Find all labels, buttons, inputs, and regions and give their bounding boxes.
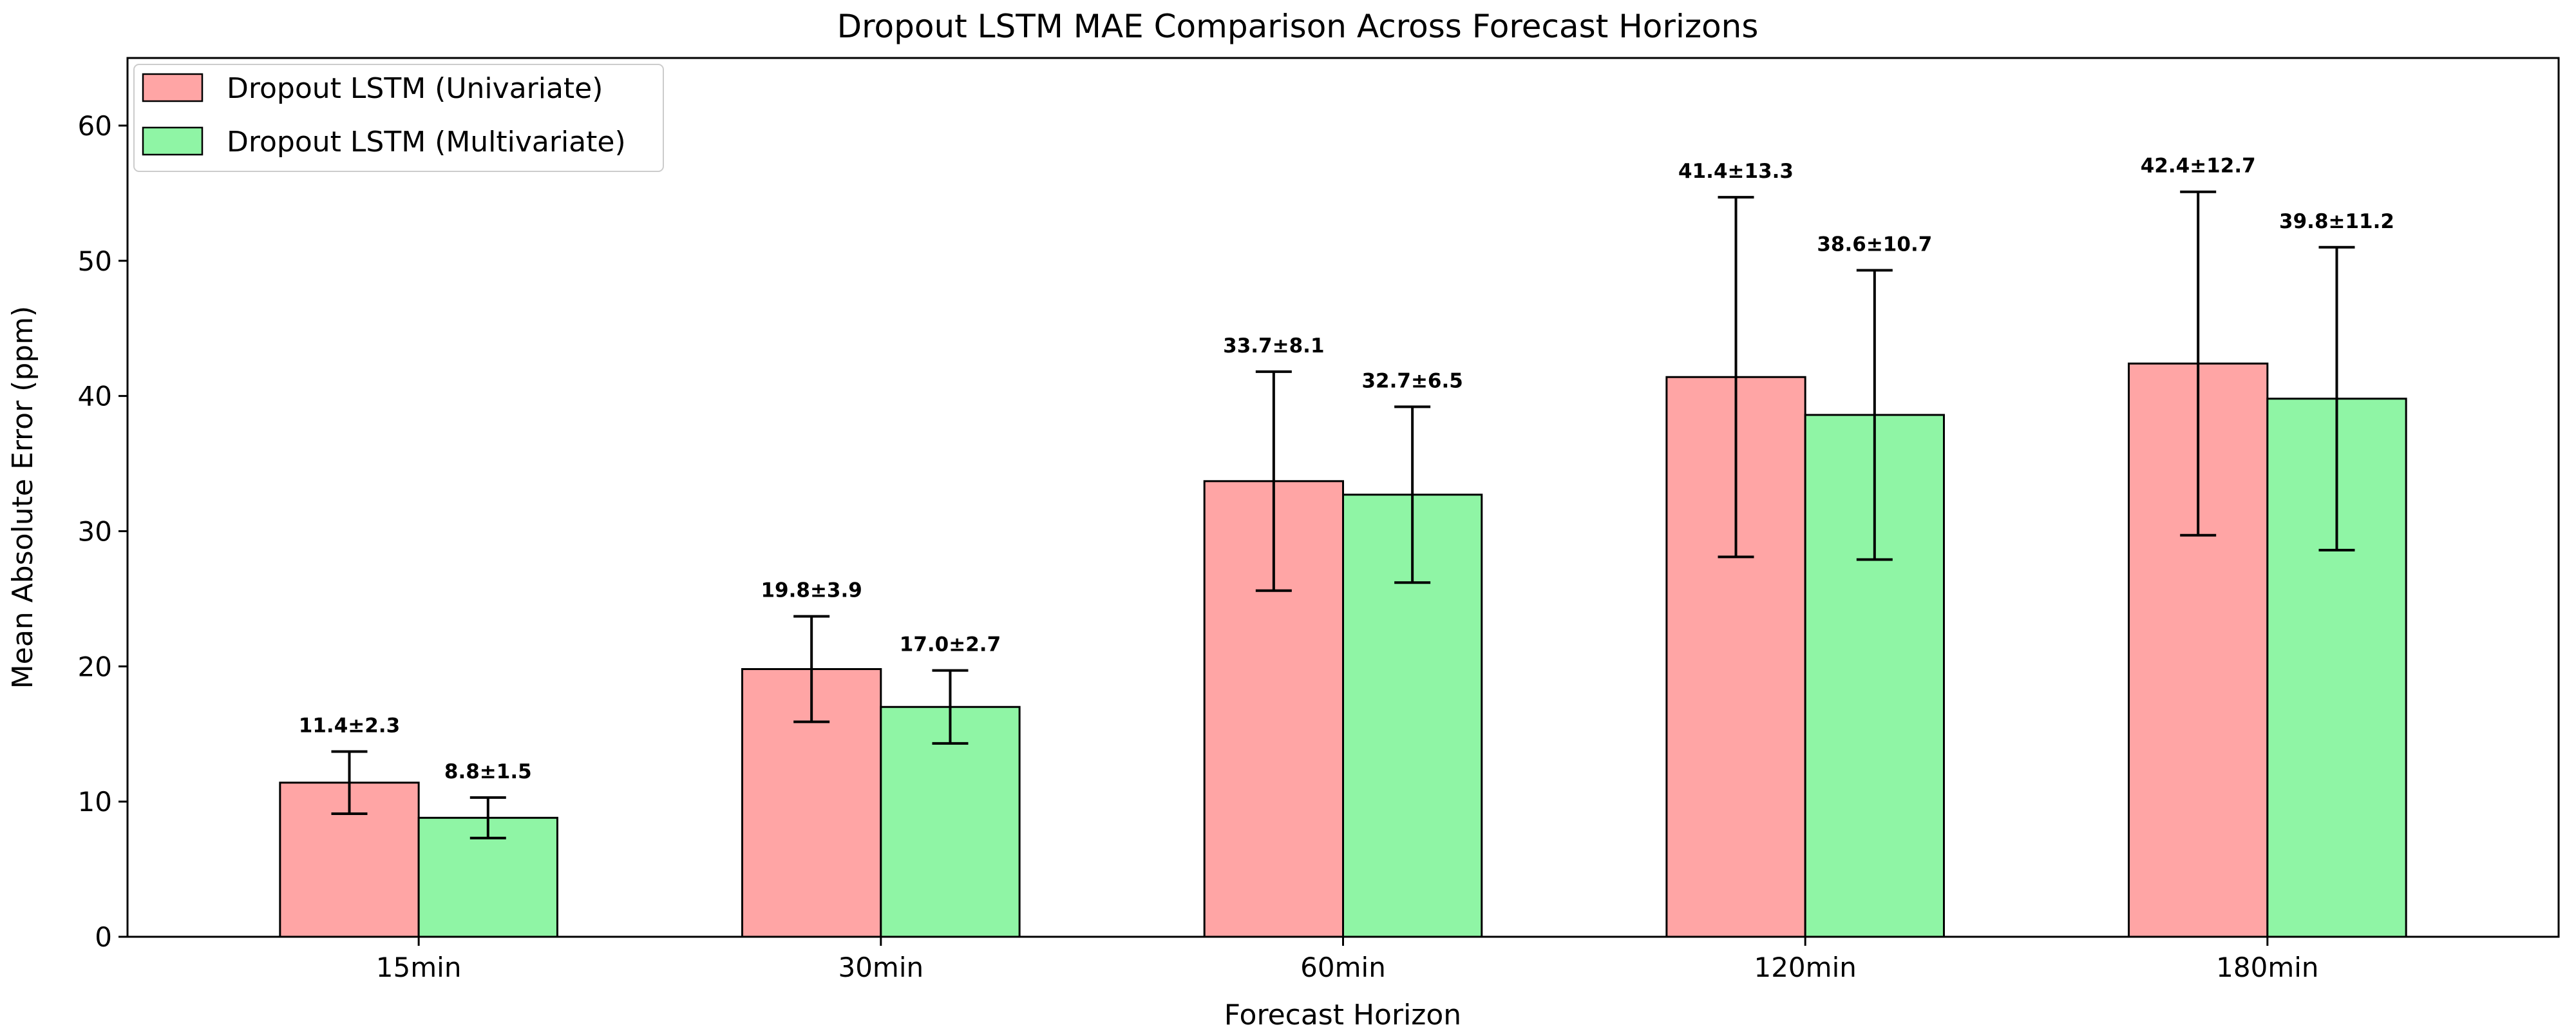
legend-swatch-univariate [142, 73, 204, 102]
y-tick-label: 60 [78, 110, 112, 142]
bars [279, 362, 2407, 938]
data-label: 8.8±1.5 [444, 760, 532, 783]
x-tick-label: 30min [838, 952, 923, 983]
y-axis-label: Mean Absolute Error (ppm) [6, 306, 39, 689]
legend-frame [133, 64, 664, 172]
y-tick-label: 30 [78, 515, 112, 547]
legend-swatch-multivariate [142, 126, 204, 156]
error-bars [331, 190, 2355, 839]
data-labels: 11.4±2.3 8.8±1.5 19.8±3.9 17.0±2.7 33.7±8.1 3… [299, 155, 2394, 783]
legend-label-multivariate: Dropout LSTM (Multivariate) [227, 126, 626, 158]
data-label: 11.4±2.3 [299, 715, 400, 738]
x-tick-label: 15min [376, 952, 462, 983]
data-label: 33.7±8.1 [1223, 334, 1324, 358]
x-axis: 15min 30min 60min 120min 180min [376, 937, 2319, 983]
y-tick-label: 20 [78, 651, 112, 682]
data-label: 32.7±6.5 [1361, 369, 1463, 392]
legend: Dropout LSTM (Univariate) Dropout LSTM (… [133, 64, 664, 172]
chart-title: Dropout LSTM MAE Comparison Across Forec… [837, 8, 1759, 45]
x-tick-label: 120min [1754, 952, 1856, 983]
y-tick-label: 0 [95, 921, 112, 953]
y-tick-label: 50 [78, 245, 112, 277]
y-tick-label: 10 [78, 786, 112, 818]
bar [880, 705, 1021, 938]
data-label: 19.8±3.9 [761, 579, 862, 602]
data-label: 42.4±12.7 [2141, 155, 2256, 178]
data-label: 17.0±2.7 [900, 633, 1001, 657]
legend-label-univariate: Dropout LSTM (Univariate) [227, 72, 603, 105]
data-label: 39.8±11.2 [2279, 210, 2394, 233]
y-tick-label: 40 [78, 381, 112, 412]
y-axis: 0 10 20 30 40 50 60 [78, 110, 128, 953]
x-tick-label: 180min [2216, 952, 2318, 983]
data-label: 38.6±10.7 [1817, 233, 1932, 256]
x-axis-label: Forecast Horizon [1224, 999, 1461, 1031]
x-tick-label: 60min [1300, 952, 1386, 983]
data-label: 41.4±13.3 [1678, 160, 1794, 183]
